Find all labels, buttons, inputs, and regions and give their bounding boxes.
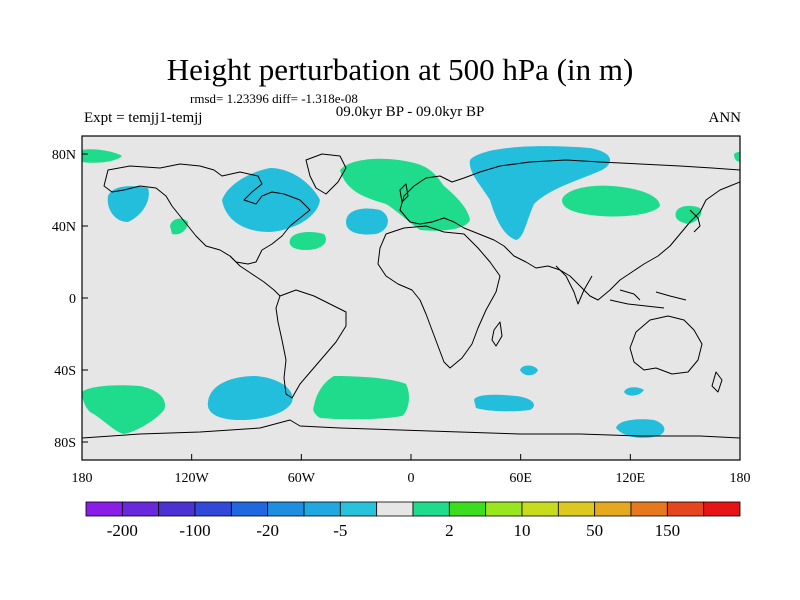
negative-anomaly-south-pacific: [207, 376, 293, 420]
season-label: ANN: [708, 110, 742, 126]
colorbar-label: -200: [107, 521, 138, 540]
coast-japan: [689, 209, 701, 233]
lon-tick-label: 120E: [616, 471, 646, 486]
lon-tick-label: 180: [730, 471, 751, 486]
positive-anomaly-arctic-far-east: [734, 151, 740, 162]
colorbar-swatch: [85, 501, 123, 517]
colorbar-swatch: [230, 501, 269, 517]
colorbar-swatch: [666, 501, 705, 517]
colorbar-swatch: [121, 501, 160, 517]
colorbar-label: 150: [655, 521, 681, 540]
coast-india: [555, 265, 593, 305]
positive-anomaly-us-east: [289, 232, 326, 250]
lon-tick-label: 60E: [509, 471, 532, 486]
colorbar-swatch: [376, 501, 414, 517]
period-label: 09.0kyr BP - 09.0kyr BP: [335, 104, 485, 120]
coast-africa: [377, 225, 501, 369]
colorbar-swatch: [158, 501, 196, 517]
coast-australia: [629, 315, 703, 375]
lat-tick-label: 40S: [54, 364, 76, 379]
colorbar-label: -20: [256, 521, 279, 540]
colorbar-label: -100: [179, 521, 210, 540]
coast-greenland: [305, 153, 347, 195]
coast-uk: [399, 183, 409, 203]
positive-anomaly-south-pacific-west: [82, 385, 165, 434]
colorbar-swatch: [303, 501, 341, 517]
negative-anomaly-southern-small-2: [624, 387, 644, 396]
negative-anomaly-southern-small-1: [520, 365, 538, 376]
lon-tick-label: 0: [408, 471, 415, 486]
colorbar-swatch: [339, 501, 378, 517]
lat-tick-label: 0: [69, 292, 76, 307]
colorbar-swatch: [557, 501, 596, 517]
positive-anomaly-south-atlantic: [313, 376, 409, 420]
colorbar-label: -5: [333, 521, 347, 540]
positive-anomaly-central-asia: [562, 185, 660, 217]
coast-new-zealand: [711, 371, 723, 393]
coast-maritime-continent: [609, 289, 687, 309]
lon-tick-label: 180: [72, 471, 93, 486]
colorbar-swatch: [194, 501, 232, 517]
coast-madagascar: [491, 321, 503, 347]
negative-anomaly-siberia: [469, 146, 611, 240]
colorbar-swatch: [703, 501, 741, 517]
negative-anomaly-atlantic: [346, 208, 388, 235]
coast-north-america: [103, 163, 311, 265]
negative-anomaly-south-indian: [474, 394, 534, 412]
positive-anomaly-east-asia: [675, 205, 702, 224]
negative-anomaly-australia-south: [616, 419, 665, 438]
axis-ticks: 180 120W 60W 0 60E 120E 180 80N 40N 0 40S 80S: [52, 148, 751, 486]
coast-antarctica: [82, 419, 740, 439]
contour-fills: [82, 146, 740, 438]
negative-anomaly-north-america: [222, 168, 320, 232]
colorbar: -200 -100 -20 -5 2 10 50 150: [85, 501, 741, 540]
colorbar-label: 50: [586, 521, 603, 540]
colorbar-swatch: [267, 501, 305, 517]
lat-tick-label: 80N: [52, 148, 76, 163]
colorbar-label: 2: [445, 521, 454, 540]
colorbar-swatch: [448, 501, 487, 517]
stats-text: rmsd= 1.23396 diff= -1.318e-08: [190, 91, 358, 106]
lon-tick-label: 60W: [288, 471, 316, 486]
coast-eurasia: [399, 159, 740, 301]
colorbar-swatch: [521, 501, 559, 517]
lat-tick-label: 80S: [54, 436, 76, 451]
coastlines: [82, 153, 740, 439]
coast-central-america: [229, 255, 281, 297]
colorbar-swatch: [412, 501, 450, 517]
colorbar-swatch: [630, 501, 668, 517]
colorbar-label: 10: [514, 521, 531, 540]
lat-tick-label: 40N: [52, 220, 76, 235]
positive-anomaly-arctic-east: [82, 149, 122, 163]
colorbar-swatch: [594, 501, 632, 517]
plot-title: Height perturbation at 500 hPa (in m): [166, 52, 634, 87]
lon-tick-label: 120W: [175, 471, 210, 486]
coast-south-america: [275, 289, 347, 399]
positive-anomaly-north-pacific: [170, 218, 188, 235]
negative-anomaly-alaska: [107, 186, 149, 222]
experiment-label: Expt = temjj1-temjj: [84, 110, 203, 126]
colorbar-swatch: [485, 501, 523, 517]
